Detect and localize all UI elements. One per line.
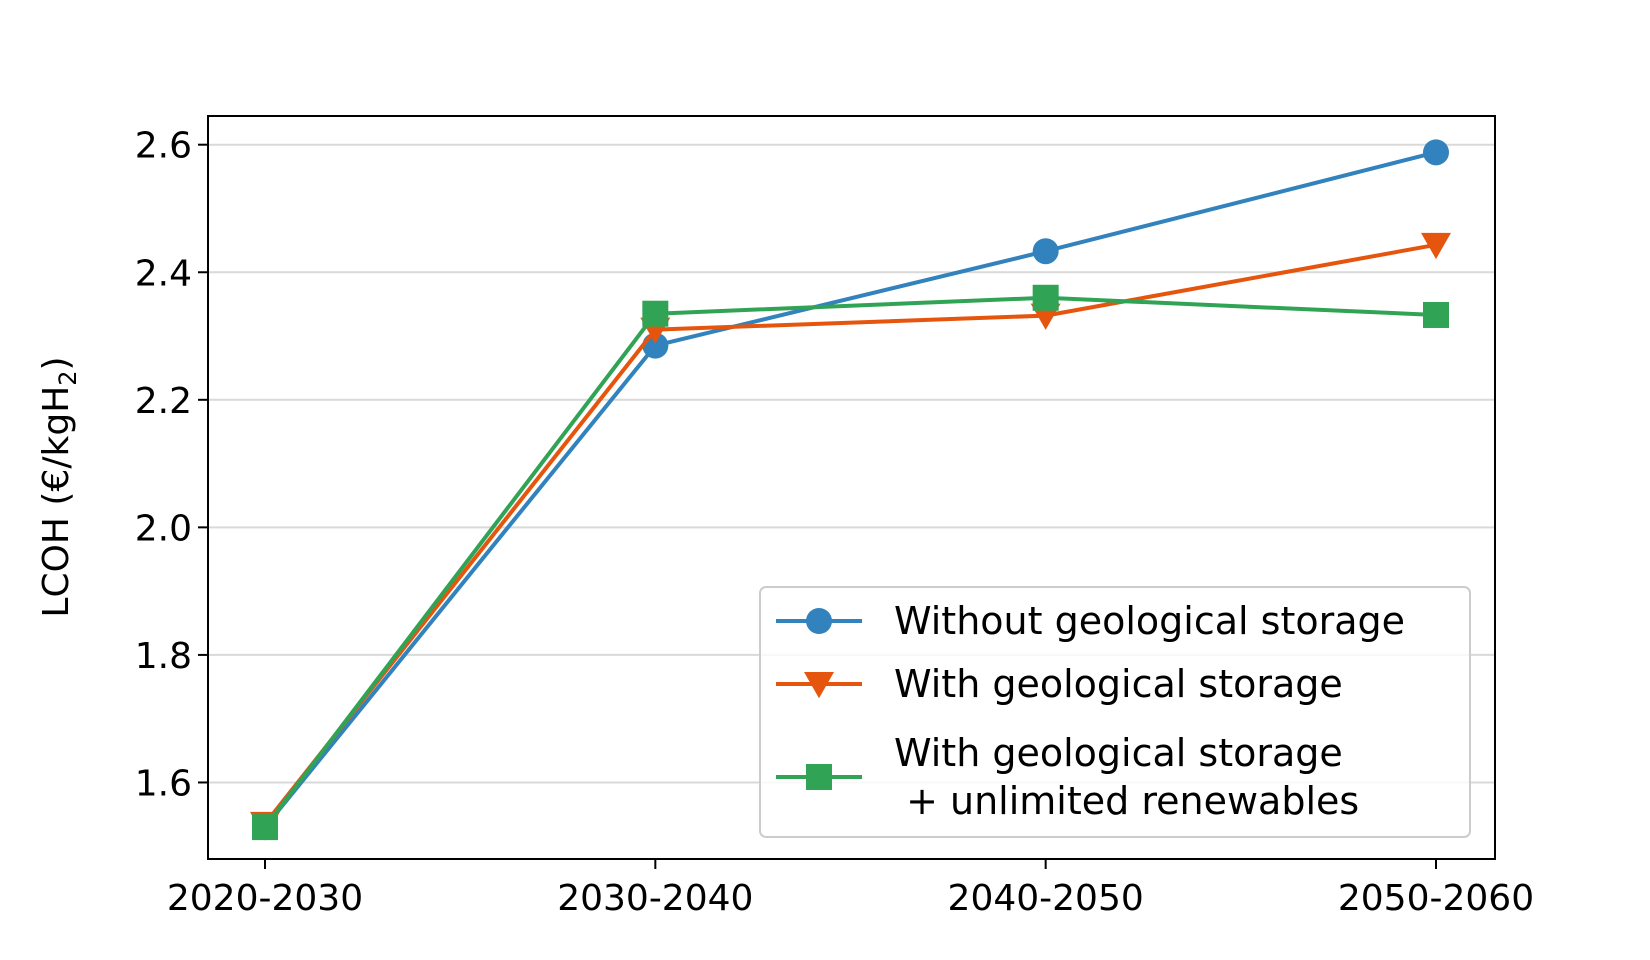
y-tick-label: 2.2 <box>135 381 192 422</box>
legend: Without geological storage With geologica… <box>759 586 1471 838</box>
legend-label-line: With geological storage <box>894 731 1343 775</box>
legend-entry: Without geological storage <box>776 599 1405 643</box>
data-point <box>252 814 278 841</box>
legend-label-line: With geological storage <box>894 662 1343 706</box>
plot-frame <box>207 115 1496 860</box>
legend-label-line: Without geological storage <box>894 599 1405 643</box>
data-point <box>1032 284 1059 311</box>
data-point <box>642 300 669 327</box>
legend-swatch-marker <box>806 608 832 634</box>
series-3 <box>252 284 1449 841</box>
legend-entry: With geological storage + unlimited rene… <box>776 731 1359 823</box>
y-axis-label-main: LCOH (€/kgH <box>36 386 77 618</box>
x-tick-label: 2020-2030 <box>167 878 363 919</box>
legend-label: Without geological storage <box>894 599 1405 643</box>
series-line <box>263 150 1437 829</box>
y-tick-label: 1.6 <box>135 763 192 804</box>
y-axis-label-close: ) <box>36 356 77 370</box>
legend-label: With geological storage <box>894 662 1343 706</box>
x-tick-label: 2050-2060 <box>1338 878 1534 919</box>
x-tick-label: 2030-2040 <box>557 878 753 919</box>
y-axis-label: LCOH (€/kgH2) <box>36 356 82 617</box>
series-line <box>263 242 1437 826</box>
series-1 <box>252 139 1449 841</box>
legend-swatch-marker <box>804 672 834 699</box>
axis-layer: 1.6 1.8 2.0 2.2 2.4 2.6 2020-2030 2030-2040 2040… <box>135 126 1534 919</box>
series-layer <box>250 139 1451 841</box>
y-axis-label-subscript: 2 <box>54 370 82 385</box>
legend-box <box>759 586 1471 838</box>
y-tick-label: 2.6 <box>135 126 192 167</box>
data-point <box>1423 139 1449 166</box>
legend-entry: With geological storage <box>776 662 1343 706</box>
data-point <box>1032 238 1059 265</box>
x-tick-label: 2040-2050 <box>948 878 1144 919</box>
y-tick-label: 2.4 <box>135 253 192 294</box>
data-point <box>1421 232 1451 260</box>
y-tick-label: 1.8 <box>135 636 192 677</box>
legend-label-line: + unlimited renewables <box>894 779 1359 823</box>
legend-label: With geological storage + unlimited rene… <box>894 731 1359 823</box>
series-line <box>263 295 1437 829</box>
y-tick-label: 2.0 <box>135 508 192 549</box>
data-point <box>1423 301 1449 328</box>
legend-swatch-marker <box>806 764 832 790</box>
